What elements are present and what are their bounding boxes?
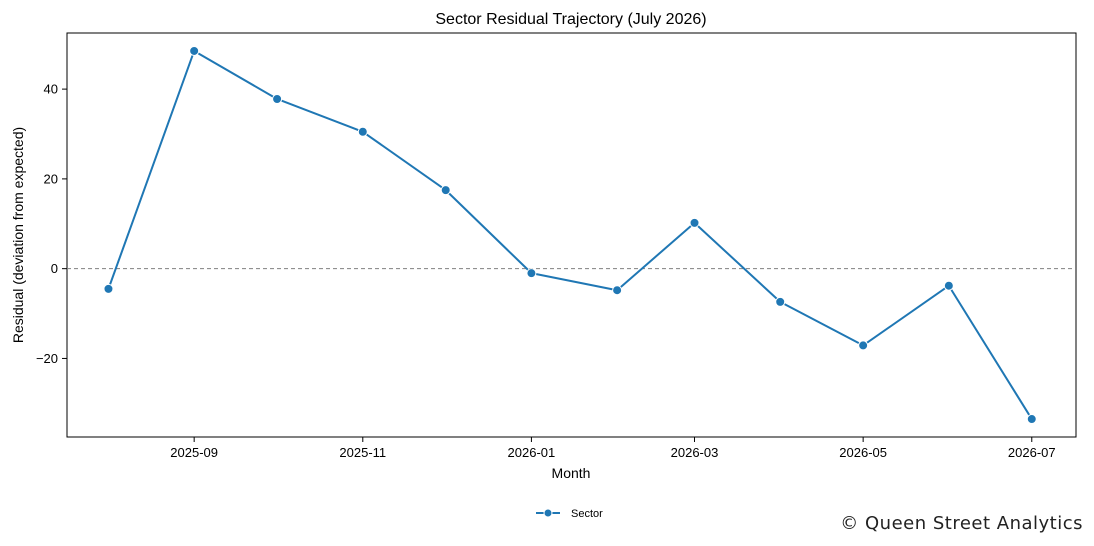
data-point bbox=[526, 268, 537, 279]
plot-area bbox=[66, 32, 1077, 438]
x-tick-label: 2026-07 bbox=[1008, 445, 1056, 460]
y-tick-label: 0 bbox=[51, 261, 58, 276]
y-tick-label: 40 bbox=[44, 82, 58, 97]
data-point bbox=[858, 340, 869, 351]
data-point bbox=[612, 285, 623, 296]
legend-marker-sector bbox=[543, 508, 553, 518]
watermark: © Queen Street Analytics bbox=[840, 513, 1083, 534]
x-axis-label: Month bbox=[552, 465, 591, 481]
y-tick-label: −20 bbox=[36, 351, 58, 366]
x-axis: 2025-09 2025-11 2026-01 2026-03 2026-05 2026-… bbox=[170, 437, 1056, 460]
series-line-sector bbox=[107, 49, 1033, 420]
y-axis: −20 0 20 40 bbox=[36, 82, 67, 366]
plot-frame bbox=[66, 32, 1077, 438]
data-point bbox=[943, 280, 954, 291]
series-layer bbox=[103, 45, 1037, 425]
data-point bbox=[1026, 414, 1037, 425]
y-axis-label: Residual (deviation from expected) bbox=[10, 127, 26, 343]
x-tick-label: 2026-01 bbox=[508, 445, 556, 460]
data-point bbox=[103, 283, 114, 294]
data-point bbox=[775, 296, 786, 307]
y-tick-label: 20 bbox=[44, 171, 58, 186]
legend: Sector bbox=[536, 508, 603, 520]
x-tick-label: 2025-11 bbox=[339, 445, 386, 460]
chart-title: Sector Residual Trajectory (July 2026) bbox=[435, 11, 706, 28]
data-point bbox=[689, 217, 700, 228]
legend-label-sector: Sector bbox=[571, 508, 603, 520]
x-tick-label: 2026-03 bbox=[671, 445, 719, 460]
data-point bbox=[272, 93, 283, 104]
data-point bbox=[440, 185, 451, 196]
data-point bbox=[189, 45, 200, 56]
data-point bbox=[357, 126, 368, 137]
x-tick-label: 2026-05 bbox=[839, 445, 887, 460]
x-tick-label: 2025-09 bbox=[170, 445, 218, 460]
